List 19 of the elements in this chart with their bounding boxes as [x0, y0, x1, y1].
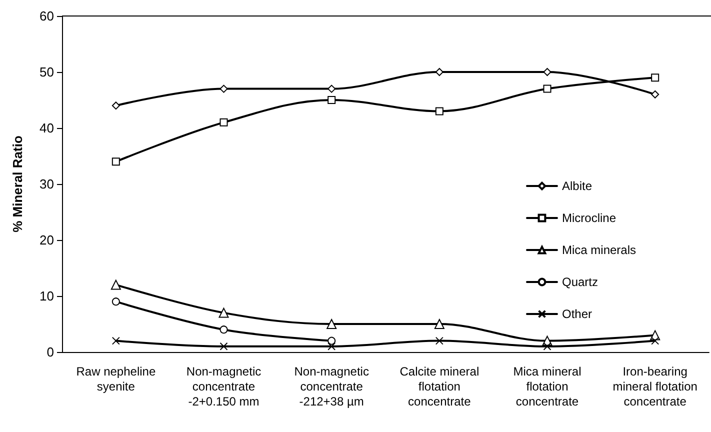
y-tick-label: 40 [40, 120, 54, 136]
x-tick-label: Calcite mineral flotation concentrate [400, 364, 480, 408]
y-tick-label: 0 [46, 344, 54, 360]
y-tick-label: 20 [40, 232, 54, 248]
x-tick-label: Raw nepheline syenite [76, 364, 156, 394]
x-tick-label: Mica mineral flotation concentrate [513, 364, 582, 408]
y-tick-label: 10 [40, 288, 54, 304]
y-tick-label: 50 [40, 64, 54, 80]
y-axis-title: % Mineral Ratio [10, 136, 25, 232]
y-tick-label: 60 [40, 8, 54, 24]
legend-label: Albite [562, 179, 592, 193]
x-tick-label: Non-magnetic concentrate -212+38 µm [294, 364, 369, 408]
legend-label: Microcline [562, 211, 616, 225]
legend-label: Other [562, 307, 592, 321]
x-tick-label: Non-magnetic concentrate -2+0.150 mm [186, 364, 262, 408]
y-tick-label: 30 [40, 176, 54, 192]
legend-label: Mica minerals [562, 243, 636, 257]
legend-label: Quartz [562, 275, 598, 289]
x-tick-label: Iron-bearing mineral flotation concentrate [612, 364, 698, 408]
